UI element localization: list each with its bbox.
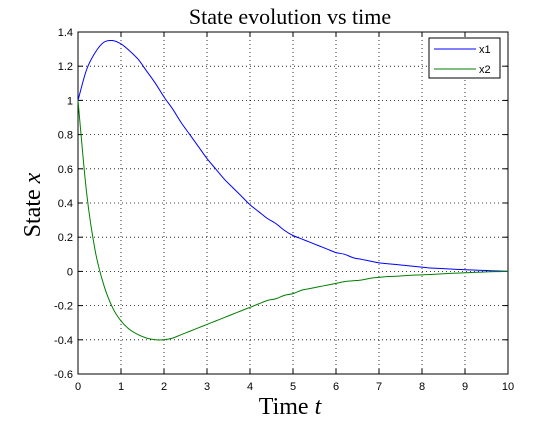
y-tick-label: 1.2 (58, 61, 73, 73)
axis-ticks (77, 31, 509, 375)
y-tick-label: -0.2 (54, 301, 73, 313)
y-tick-label: 1 (67, 95, 73, 107)
y-tick-label: 0.2 (58, 232, 73, 244)
y-tick-label: 1.4 (58, 27, 73, 39)
y-tick-labels: -0.6 -0.4 -0.2 0 0.2 0.4 0.6 0.8 1 1.2 1.4 (54, 27, 73, 381)
y-axis-label-prefix: State (20, 183, 46, 237)
legend-label-x1: x1 (479, 44, 491, 56)
y-tick-label: 0.8 (58, 130, 73, 142)
y-tick-label: 0 (67, 266, 73, 278)
y-tick-label: 0.4 (58, 198, 73, 210)
y-tick-label: 0.6 (58, 164, 73, 176)
legend: x1 x2 (428, 37, 501, 79)
y-axis-label-symbol: x (20, 172, 46, 184)
series-line-x1 (77, 39, 509, 272)
x-tick-label: 9 (462, 381, 468, 393)
x-axis-label-prefix: Time (259, 394, 315, 420)
x-tick-label: 0 (75, 381, 81, 393)
series-line-x2 (77, 100, 509, 341)
x-tick-label: 7 (376, 381, 382, 393)
x-axis-label-symbol: t (315, 394, 323, 420)
x-tick-label: 10 (502, 381, 514, 393)
y-tick-label: -0.6 (54, 369, 73, 381)
y-axis-label: State x (20, 172, 46, 237)
gridlines (78, 32, 508, 374)
legend-label-x2: x2 (479, 64, 491, 76)
x-tick-label: 8 (419, 381, 425, 393)
chart-title: State evolution vs time (189, 4, 391, 29)
series-lines (77, 39, 509, 341)
y-tick-label: -0.4 (54, 335, 73, 347)
x-tick-labels: 0 1 2 3 4 5 6 7 8 9 10 (75, 381, 514, 393)
x-tick-label: 3 (204, 381, 210, 393)
legend-box (428, 37, 501, 79)
x-tick-label: 2 (161, 381, 167, 393)
x-axis-label: Time t (259, 394, 323, 420)
x-tick-label: 4 (247, 381, 253, 393)
x-tick-label: 5 (290, 381, 296, 393)
x-tick-label: 1 (118, 381, 124, 393)
x-tick-label: 6 (333, 381, 339, 393)
